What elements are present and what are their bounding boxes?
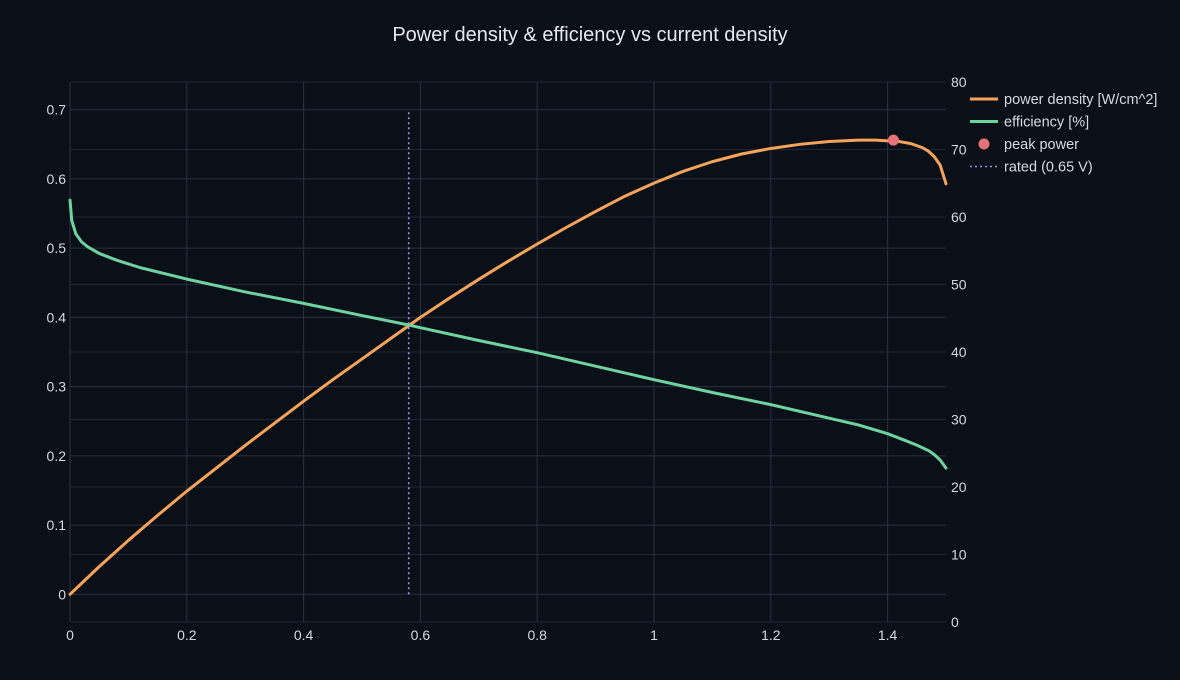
y2-tick-label: 30 [951, 412, 967, 428]
legend-item-power-density-w-cm-2[interactable]: power density [W/cm^2] [970, 92, 1157, 108]
y2-tick-label: 60 [951, 209, 967, 225]
y-tick-label: 0 [58, 586, 66, 602]
y-tick-label: 0.2 [47, 448, 67, 464]
grid [69, 81, 946, 623]
legend-swatch [978, 138, 990, 150]
y2-tick-label: 80 [951, 74, 967, 90]
y2-tick-label: 10 [951, 547, 967, 563]
x-tick-label: 0.2 [177, 627, 197, 643]
legend-item-efficiency[interactable]: efficiency [%] [970, 115, 1089, 131]
axes: 0 0.2 0.4 0.6 0.8 1 1.2 1.4 0 0.1 0.2 0.3 0.4 0.5 0.6 0… [47, 74, 967, 643]
y-tick-label: 0.6 [47, 171, 67, 187]
legend-item-peak-power[interactable]: peak power [978, 137, 1080, 153]
peak-power-marker [887, 134, 899, 146]
y-tick-label: 0.3 [47, 379, 67, 395]
x-tick-label: 0 [66, 627, 74, 643]
y2-tick-label: 40 [951, 344, 967, 360]
efficiency-line [68, 198, 948, 470]
y2-tick-label: 20 [951, 479, 967, 495]
x-tick-label: 1.2 [761, 627, 781, 643]
legend-item-rated-0-65-v[interactable]: rated (0.65 V) [970, 160, 1093, 176]
x-tick-label: 0.6 [411, 627, 431, 643]
legend-label: rated (0.65 V) [1004, 160, 1093, 176]
y-tick-label: 0.4 [47, 309, 67, 325]
y2-tick-label: 70 [951, 142, 967, 158]
y-tick-label: 0.1 [47, 517, 67, 533]
legend[interactable]: power density [W/cm^2] efficiency [%] peak… [970, 92, 1157, 176]
legend-label: peak power [1004, 137, 1079, 153]
legend-label: efficiency [%] [1004, 115, 1089, 131]
y2-tick-label: 0 [951, 614, 959, 630]
x-tick-label: 1 [650, 627, 658, 643]
chart-title: Power density & efficiency vs current de… [392, 24, 787, 46]
x-tick-label: 0.4 [294, 627, 314, 643]
x-tick-label: 0.8 [527, 627, 547, 643]
plot-series [68, 109, 948, 596]
y-tick-label: 0.5 [47, 240, 67, 256]
y2-tick-label: 50 [951, 277, 967, 293]
x-tick-label: 1.4 [878, 627, 898, 643]
legend-label: power density [W/cm^2] [1004, 92, 1157, 108]
y-tick-label: 0.7 [47, 102, 67, 118]
